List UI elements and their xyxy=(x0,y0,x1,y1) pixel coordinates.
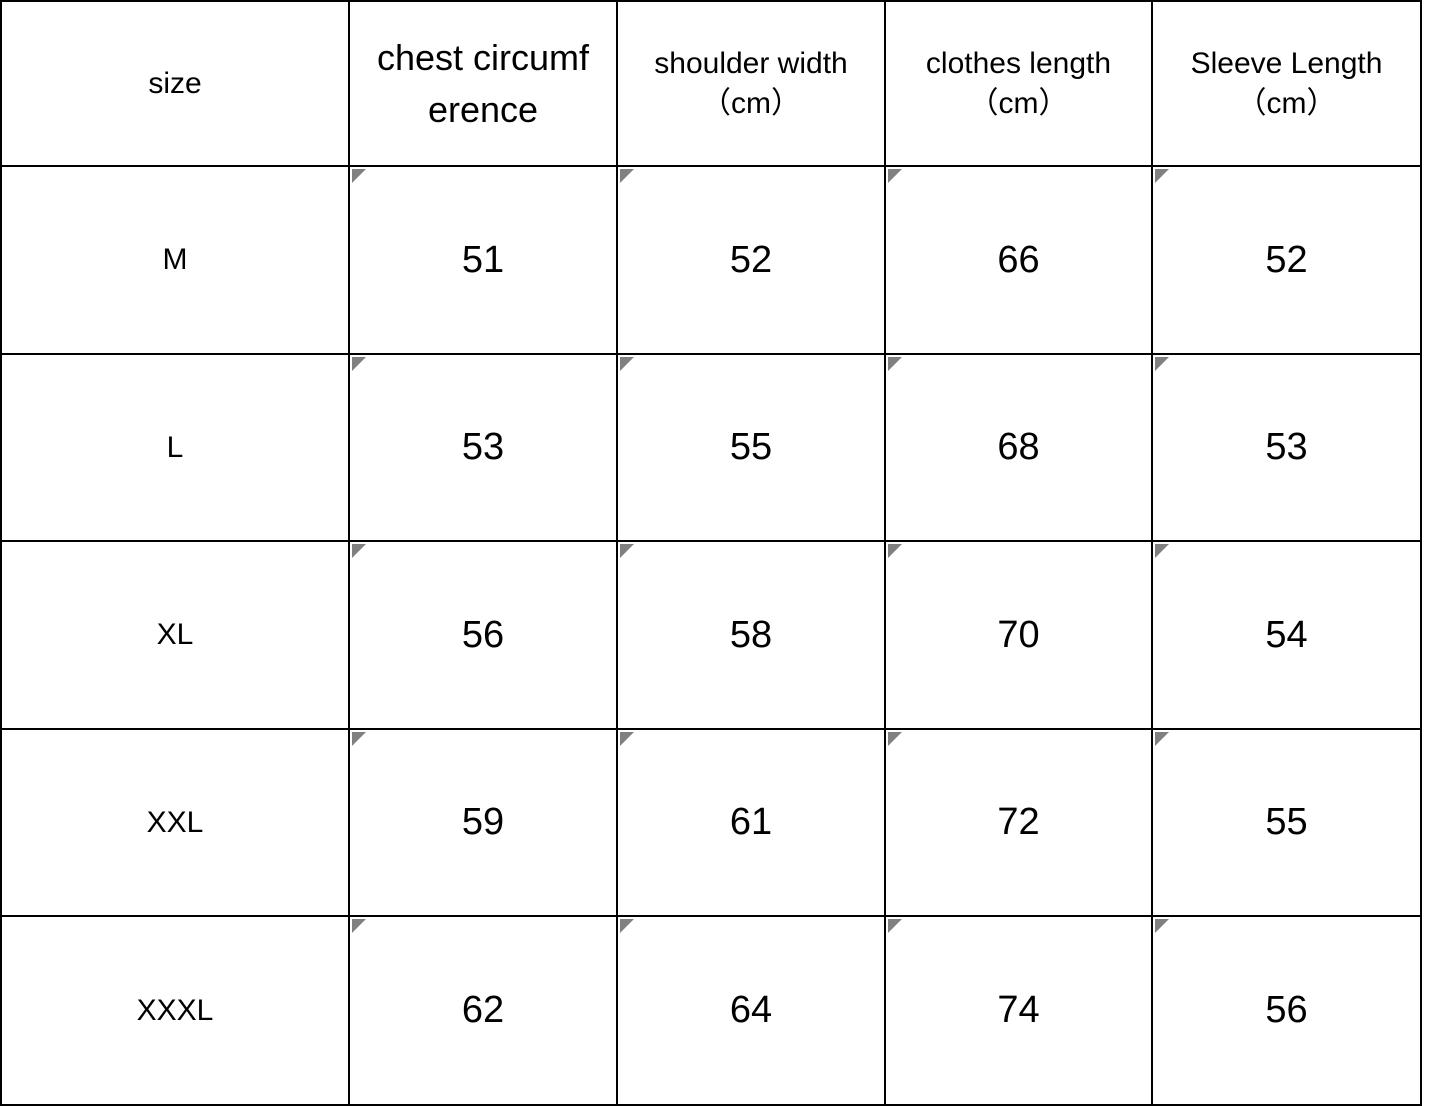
value-cell: 74 xyxy=(884,915,1153,1106)
size-cell: M xyxy=(0,165,350,355)
value-cell: 55 xyxy=(616,353,886,542)
header-cell: shoulder width（cm） xyxy=(616,0,886,167)
value-cell: 52 xyxy=(616,165,886,355)
value-cell: 70 xyxy=(884,540,1153,730)
value-cell: 54 xyxy=(1151,540,1422,730)
value-cell: 56 xyxy=(348,540,618,730)
value-cell: 56 xyxy=(1151,915,1422,1106)
header-cell: clothes length（cm） xyxy=(884,0,1153,167)
value-cell: 64 xyxy=(616,915,886,1106)
header-cell: Sleeve Length（cm） xyxy=(1151,0,1422,167)
value-cell: 72 xyxy=(884,728,1153,917)
size-cell: XXL xyxy=(0,728,350,917)
size-cell: XXXL xyxy=(0,915,350,1106)
value-cell: 62 xyxy=(348,915,618,1106)
header-cell: size xyxy=(0,0,350,167)
value-cell: 68 xyxy=(884,353,1153,542)
value-cell: 53 xyxy=(1151,353,1422,542)
header-cell: chest circumference xyxy=(348,0,618,167)
value-cell: 52 xyxy=(1151,165,1422,355)
value-cell: 61 xyxy=(616,728,886,917)
value-cell: 58 xyxy=(616,540,886,730)
size-cell: L xyxy=(0,353,350,542)
value-cell: 66 xyxy=(884,165,1153,355)
size-cell: XL xyxy=(0,540,350,730)
value-cell: 53 xyxy=(348,353,618,542)
value-cell: 55 xyxy=(1151,728,1422,917)
value-cell: 51 xyxy=(348,165,618,355)
value-cell: 59 xyxy=(348,728,618,917)
